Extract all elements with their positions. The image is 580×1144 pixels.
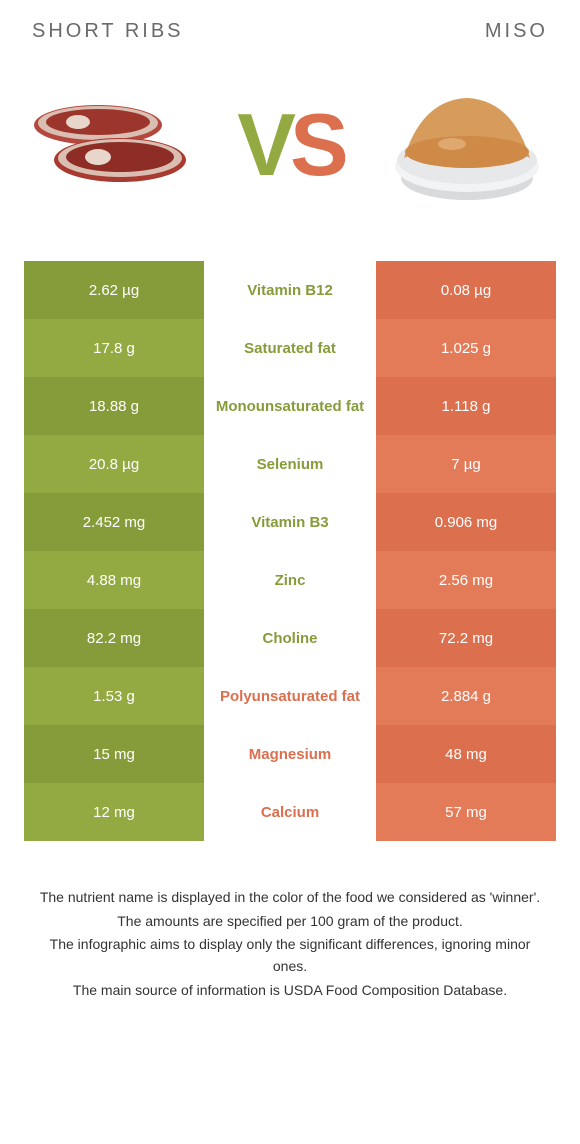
right-value: 72.2 mg	[376, 609, 556, 667]
nutrient-label: Saturated fat	[204, 319, 376, 377]
table-row: 20.8 µgSelenium7 µg	[24, 435, 556, 493]
nutrient-table: 2.62 µgVitamin B120.08 µg17.8 gSaturated…	[24, 261, 556, 841]
nutrient-label: Magnesium	[204, 725, 376, 783]
left-value: 4.88 mg	[24, 551, 204, 609]
table-row: 17.8 gSaturated fat1.025 g	[24, 319, 556, 377]
caption-line: The main source of information is USDA F…	[34, 980, 546, 1002]
nutrient-label: Vitamin B12	[204, 261, 376, 319]
nutrient-label: Polyunsaturated fat	[204, 667, 376, 725]
miso-image	[382, 80, 552, 210]
caption-line: The nutrient name is displayed in the co…	[34, 887, 546, 909]
nutrient-label: Selenium	[204, 435, 376, 493]
right-food-title: MISO	[485, 20, 548, 43]
right-value: 0.906 mg	[376, 493, 556, 551]
nutrient-label: Vitamin B3	[204, 493, 376, 551]
table-row: 82.2 mgCholine72.2 mg	[24, 609, 556, 667]
nutrient-label: Zinc	[204, 551, 376, 609]
short-ribs-image	[28, 80, 198, 210]
hero-row: VS	[24, 65, 556, 225]
left-value: 1.53 g	[24, 667, 204, 725]
left-food-title: SHORT RIBS	[32, 20, 184, 43]
left-value: 15 mg	[24, 725, 204, 783]
right-value: 1.025 g	[376, 319, 556, 377]
left-value: 18.88 g	[24, 377, 204, 435]
table-row: 4.88 mgZinc2.56 mg	[24, 551, 556, 609]
table-row: 1.53 gPolyunsaturated fat2.884 g	[24, 667, 556, 725]
right-value: 2.884 g	[376, 667, 556, 725]
table-row: 2.62 µgVitamin B120.08 µg	[24, 261, 556, 319]
vs-divider: VS	[237, 101, 342, 189]
table-row: 15 mgMagnesium48 mg	[24, 725, 556, 783]
right-value: 1.118 g	[376, 377, 556, 435]
right-value: 57 mg	[376, 783, 556, 841]
table-row: 12 mgCalcium57 mg	[24, 783, 556, 841]
vs-s: S	[290, 101, 343, 189]
nutrient-label: Choline	[204, 609, 376, 667]
right-value: 7 µg	[376, 435, 556, 493]
vs-v: V	[237, 101, 290, 189]
table-row: 18.88 gMonounsaturated fat1.118 g	[24, 377, 556, 435]
left-value: 2.452 mg	[24, 493, 204, 551]
left-value: 20.8 µg	[24, 435, 204, 493]
left-value: 2.62 µg	[24, 261, 204, 319]
table-row: 2.452 mgVitamin B30.906 mg	[24, 493, 556, 551]
left-value: 17.8 g	[24, 319, 204, 377]
left-value: 82.2 mg	[24, 609, 204, 667]
nutrient-label: Monounsaturated fat	[204, 377, 376, 435]
left-value: 12 mg	[24, 783, 204, 841]
right-value: 0.08 µg	[376, 261, 556, 319]
right-value: 2.56 mg	[376, 551, 556, 609]
caption-line: The amounts are specified per 100 gram o…	[34, 911, 546, 933]
right-value: 48 mg	[376, 725, 556, 783]
caption-block: The nutrient name is displayed in the co…	[24, 887, 556, 1001]
caption-line: The infographic aims to display only the…	[34, 934, 546, 977]
nutrient-label: Calcium	[204, 783, 376, 841]
